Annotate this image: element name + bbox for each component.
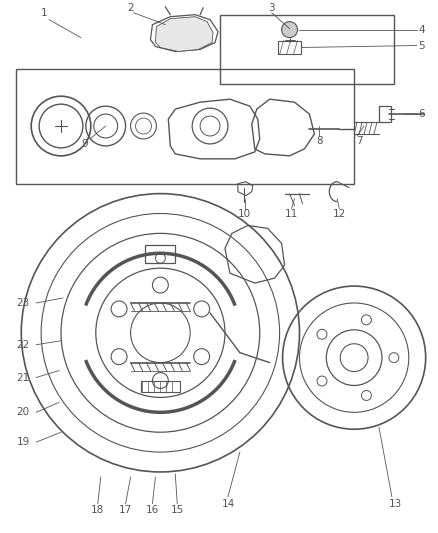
Bar [141, 381, 180, 392]
Text: 21: 21 [17, 373, 30, 383]
Text: 18: 18 [91, 505, 104, 515]
Text: 15: 15 [171, 505, 184, 515]
Text: 19: 19 [17, 437, 30, 447]
Text: 16: 16 [146, 505, 159, 515]
Text: 11: 11 [285, 208, 298, 219]
Bar [220, 15, 394, 84]
Text: 9: 9 [81, 139, 88, 149]
Text: 13: 13 [389, 499, 403, 509]
Text: 6: 6 [418, 109, 425, 119]
Text: 8: 8 [316, 136, 323, 146]
Text: 20: 20 [17, 407, 30, 417]
Polygon shape [155, 17, 213, 52]
Text: 5: 5 [418, 41, 425, 51]
Text: 22: 22 [17, 340, 30, 350]
Circle shape [282, 22, 297, 37]
Text: 17: 17 [119, 505, 132, 515]
Text: 14: 14 [221, 499, 235, 509]
Text: 23: 23 [17, 298, 30, 308]
Text: 1: 1 [41, 7, 47, 18]
Text: 2: 2 [127, 3, 134, 13]
Text: 10: 10 [238, 208, 251, 219]
Bar [145, 245, 175, 263]
Bar [278, 41, 301, 54]
Bar [16, 69, 354, 184]
Text: 4: 4 [418, 25, 425, 35]
Bar [379, 106, 391, 122]
Text: 7: 7 [356, 136, 362, 146]
Text: 12: 12 [332, 208, 346, 219]
Text: 3: 3 [268, 3, 275, 13]
